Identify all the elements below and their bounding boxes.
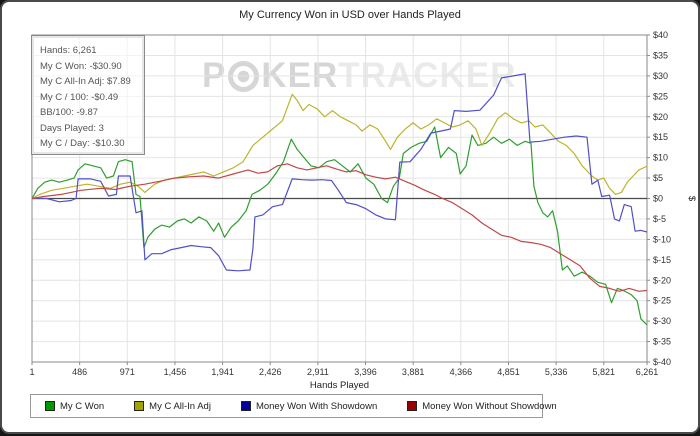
x-tick-label: 4,851 (497, 367, 520, 377)
x-axis-title: Hands Played (310, 380, 369, 391)
x-tick-label: 1,456 (164, 367, 187, 377)
legend-swatch-money-won-without-showdown (407, 401, 418, 411)
legend-item-money-won-with-showdown: Money Won With Showdown (240, 400, 378, 412)
y-tick-label: $25 (653, 91, 668, 101)
chart-title: My Currency Won in USD over Hands Played (239, 9, 461, 21)
legend-label: My C All-In Adj (149, 400, 211, 412)
legend-item-money-won-without-showdown: Money Won Without Showdown (407, 400, 557, 412)
stats-line: Days Played: 3 (40, 122, 104, 134)
stats-line: My C All-In Adj: $7.89 (40, 76, 131, 87)
y-tick-label: $-30 (653, 316, 671, 326)
x-tick-label: 5,821 (593, 367, 616, 377)
y-tick-label: $-5 (653, 214, 666, 224)
stats-line: My C / 100: -$0.49 (40, 91, 119, 103)
x-tick-label: 3,396 (354, 367, 377, 377)
legend-label: Money Won With Showdown (255, 400, 378, 412)
legend-label: My C Won (60, 400, 105, 412)
legend-swatch-money-won-with-showdown (240, 401, 251, 411)
y-tick-label: $20 (653, 112, 668, 122)
stats-line: Hands: 6,261 (40, 45, 97, 56)
y-axis-title: $ (686, 196, 697, 202)
y-tick-label: $-20 (653, 275, 671, 285)
y-tick-label: $0 (653, 194, 663, 204)
x-tick-label: 971 (120, 367, 135, 377)
series-line-money-won-with-showdown (32, 73, 648, 272)
x-tick-label: 1,941 (211, 367, 234, 377)
x-tick-label: 3,881 (402, 367, 425, 377)
legend-swatch-my-c-won (45, 401, 55, 411)
legend-swatch-my-c-all-in-adj (134, 401, 145, 411)
stats-line: My C / Day: -$10.30 (40, 138, 125, 149)
x-tick-label: 2,911 (307, 367, 329, 377)
legend-item-my-c-all-in-adj: My C All-In Adj (134, 401, 211, 412)
series-line-money-won-without-showdown (31, 163, 648, 292)
legend-item-my-c-won: My C Won (45, 401, 104, 412)
x-tick-label: 6,261 (636, 367, 659, 377)
y-tick-label: $-10 (653, 234, 671, 244)
y-tick-label: $5 (653, 173, 663, 183)
stats-line: My C Won: -$30.90 (40, 60, 122, 72)
y-tick-label: $35 (653, 50, 668, 60)
y-tick-label: $40 (653, 30, 668, 40)
y-tick-label: $30 (653, 71, 668, 81)
y-tick-label: $10 (653, 153, 668, 163)
stats-line: BB/100: -9.87 (40, 107, 99, 118)
y-tick-label: $15 (653, 132, 668, 142)
x-tick-label: 1 (29, 367, 34, 377)
series-line-my-c-won (31, 126, 648, 326)
x-tick-label: 486 (72, 367, 87, 377)
legend-label: Money Won Without Showdown (422, 400, 557, 412)
legend: My C Won My C All-In Adj Money Won With Sh… (30, 394, 557, 418)
session-stats-box: Hands: 6,261 My C Won: -$30.90 My C All-In… (31, 35, 145, 155)
y-tick-label: $-25 (653, 296, 671, 306)
x-tick-label: 4,366 (450, 367, 473, 377)
y-tick-label: $-40 (653, 357, 671, 367)
x-tick-label: 5,336 (545, 367, 568, 377)
y-tick-label: $-15 (653, 255, 671, 265)
x-tick-label: 2,426 (259, 367, 282, 377)
series-line-my-c-all-in-adj (31, 93, 648, 200)
y-tick-label: $-35 (653, 337, 671, 347)
